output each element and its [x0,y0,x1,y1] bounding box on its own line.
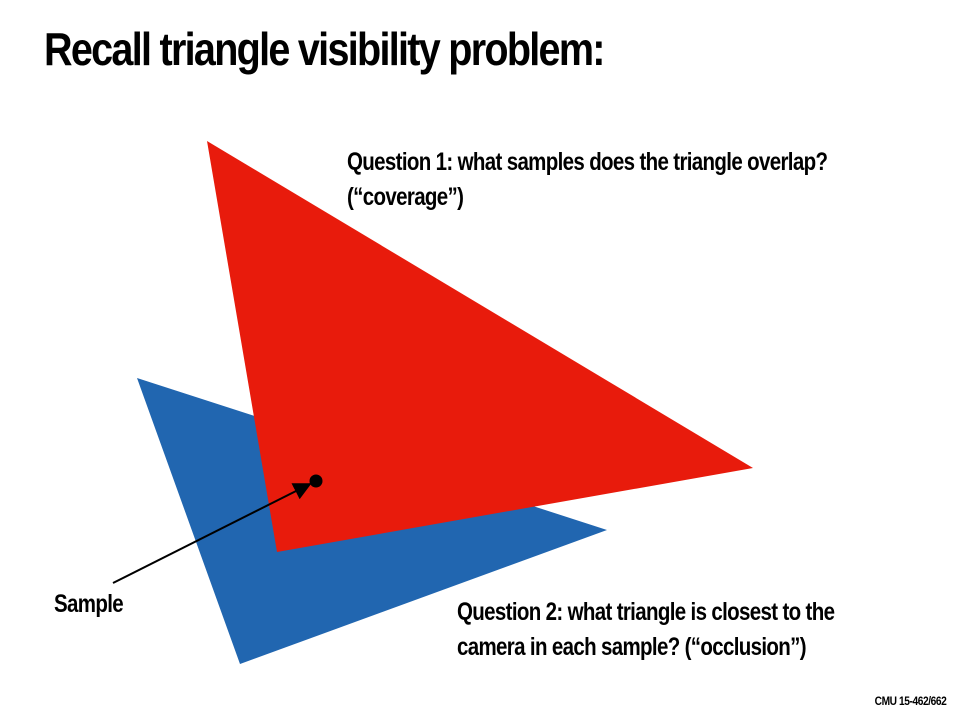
sample-label: Sample [54,590,124,618]
course-footer: CMU 15-462/662 [874,694,946,708]
question-1: Question 1: what samples does the triang… [347,145,828,215]
question-2-line-1: Question 2: what triangle is closest to … [457,598,835,626]
sample-arrow [112,483,312,584]
red-triangle [207,141,753,552]
question-1-line-2: (“coverage”) [347,183,464,211]
slide-title: Recall triangle visibility problem: [44,23,605,75]
question-1-line-1: Question 1: what samples does the triang… [347,148,828,176]
question-2: Question 2: what triangle is closest to … [457,595,835,665]
question-2-line-2: camera in each sample? (“occlusion”) [457,633,807,661]
sample-point [309,474,323,488]
